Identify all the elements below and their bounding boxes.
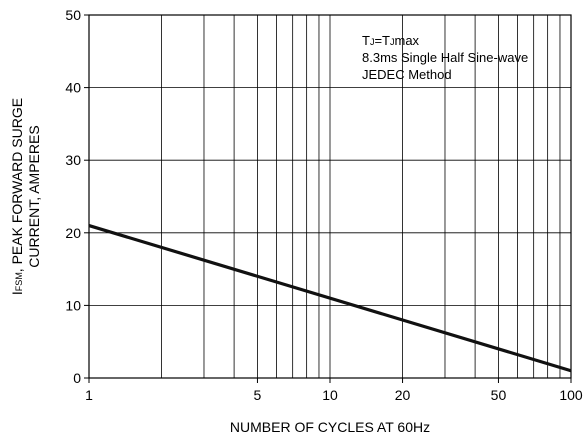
annotation-tj-sub-2: J — [390, 37, 395, 47]
y-axis-label-symbol-subscript: FSM — [14, 272, 24, 291]
x-axis-label: NUMBER OF CYCLES AT 60Hz — [230, 419, 430, 435]
y-tick-label: 50 — [65, 7, 81, 23]
grid — [89, 15, 571, 378]
y-axis-label-line2: CURRENT, AMPERES — [26, 125, 42, 267]
annotation-tj-sub: J — [370, 37, 375, 47]
annotation-eq-tj: =T — [374, 33, 390, 48]
series — [88, 224, 572, 373]
y-tick-label: 20 — [65, 225, 81, 241]
x-tick-label: 1 — [85, 387, 93, 403]
series-line — [88, 224, 572, 373]
svg-text:IFSM, PEAK FORWARD SURGE: IFSM, PEAK FORWARD SURGE — [9, 98, 25, 295]
annotation-line2: 8.3ms Single Half Sine-wave — [362, 50, 528, 65]
y-axis-label-line1: , PEAK FORWARD SURGE — [9, 98, 25, 272]
x-tick-label: 10 — [322, 387, 338, 403]
x-tick-label: 5 — [254, 387, 262, 403]
svg-text:TJ=TJmax: TJ=TJmax — [362, 33, 420, 48]
annotation-tj: T — [362, 33, 370, 48]
x-tick-label: 50 — [491, 387, 507, 403]
x-tick-label: 100 — [559, 387, 583, 403]
y-axis-label-symbol: I — [9, 291, 25, 295]
x-axis: 1 5 10 20 50 100 — [85, 378, 583, 403]
annotation-max: max — [395, 33, 420, 48]
y-axis: 0 10 20 30 40 50 — [65, 7, 89, 386]
y-tick-label: 10 — [65, 297, 81, 313]
annotation: TJ=TJmax 8.3ms Single Half Sine-wave JED… — [362, 33, 528, 82]
y-tick-label: 40 — [65, 80, 81, 96]
y-axis-label: IFSM, PEAK FORWARD SURGE CURRENT, AMPERE… — [9, 98, 42, 295]
x-tick-label: 20 — [395, 387, 411, 403]
y-tick-label: 30 — [65, 152, 81, 168]
annotation-line3: JEDEC Method — [362, 67, 452, 82]
y-tick-label: 0 — [73, 370, 81, 386]
